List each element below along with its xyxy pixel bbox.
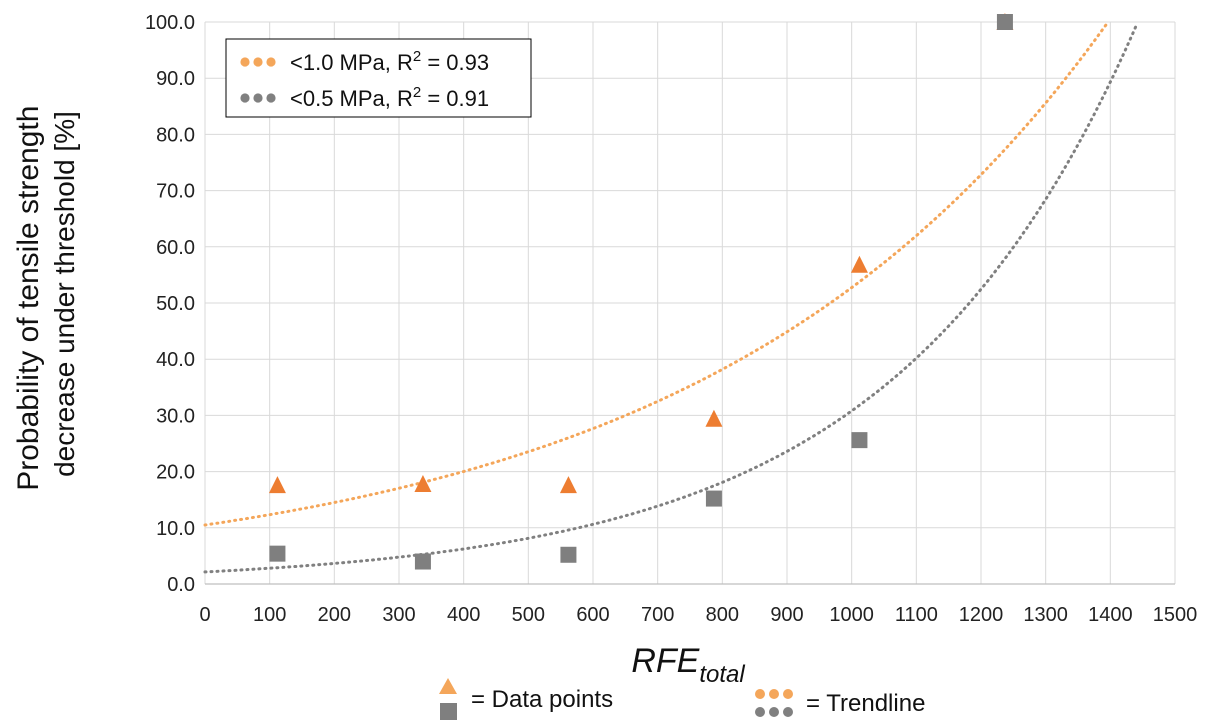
marker-notes: = Data points = Trendline — [439, 678, 925, 720]
data-point-square — [705, 490, 722, 507]
data-point-square — [996, 14, 1013, 30]
y-tick-label: 90.0 — [156, 68, 195, 90]
data-point-square — [414, 553, 431, 570]
x-tick-label: 900 — [770, 604, 803, 626]
note-dot-gray — [769, 707, 779, 717]
legend-superscript: 2 — [413, 84, 421, 101]
x-tick-label: 400 — [447, 604, 480, 626]
x-tick-label: 800 — [706, 604, 739, 626]
note-icons — [439, 678, 793, 720]
legend-label-text: <1.0 MPa, R — [290, 50, 413, 75]
y-tick-label: 100.0 — [145, 12, 195, 34]
note-dot-orange — [769, 689, 779, 699]
y-tick-label: 70.0 — [156, 181, 195, 203]
y-axis-ticks: 0.0 10.0 20.0 30.0 40.0 50.0 60.0 70.0 80.0 90.0 1… — [145, 12, 195, 596]
x-axis-title-main: RFE — [631, 642, 699, 680]
legend-r2: = 0.93 — [421, 50, 489, 75]
legend: <1.0 MPa, R2 = 0.93<0.5 MPa, R2 = 0.91 — [225, 38, 532, 118]
x-tick-label: 700 — [641, 604, 674, 626]
note-triangle-icon — [439, 678, 457, 694]
data-point-triangle — [559, 476, 577, 494]
legend-marker-dot — [253, 57, 263, 67]
y-tick-label: 80.0 — [156, 124, 195, 146]
legend-label-text: <0.5 MPa, R — [290, 86, 413, 111]
x-tick-label: 500 — [512, 604, 545, 626]
x-tick-label: 300 — [382, 604, 415, 626]
y-tick-label: 60.0 — [156, 237, 195, 259]
note-dot-gray — [755, 707, 765, 717]
note-dot-orange — [783, 689, 793, 699]
data-points — [268, 13, 1014, 570]
note-dot-gray — [783, 707, 793, 717]
data-point-triangle — [705, 409, 723, 427]
data-point-square — [560, 546, 577, 563]
legend-r2: = 0.91 — [421, 86, 489, 111]
y-tick-label: 50.0 — [156, 293, 195, 315]
data-point-triangle — [268, 476, 286, 494]
note-dot-orange — [755, 689, 765, 699]
y-tick-label: 20.0 — [156, 462, 195, 484]
y-axis-title-line-2: decrease under threshold [%] — [49, 111, 80, 477]
x-axis-title-subscript: total — [699, 661, 745, 688]
legend-marker-dot — [240, 93, 250, 103]
y-tick-label: 40.0 — [156, 349, 195, 371]
x-axis-ticks: 0 100 200 300 400 500 600 700 800 900 1000 1100 1200… — [199, 604, 1197, 626]
legend-marker-dot — [253, 93, 263, 103]
legend-marker-dot — [240, 57, 250, 67]
y-tick-label: 0.0 — [167, 574, 195, 596]
x-tick-label: 0 — [199, 604, 210, 626]
x-axis-title: RFEtotal — [631, 642, 745, 688]
x-tick-label: 1400 — [1088, 604, 1133, 626]
x-tick-label: 600 — [576, 604, 609, 626]
legend-superscript: 2 — [413, 48, 421, 65]
x-tick-label: 1200 — [959, 604, 1004, 626]
note-trendline: = Trendline — [806, 690, 925, 717]
data-point-square — [851, 432, 868, 449]
y-axis-title: Probability of tensile strength decrease… — [12, 97, 80, 491]
legend-label: <1.0 MPa, R2 = 0.93 — [290, 48, 489, 75]
note-data-points: = Data points — [471, 686, 613, 713]
data-point-triangle — [850, 255, 868, 273]
note-square-icon — [440, 703, 457, 720]
legend-box — [225, 38, 532, 118]
data-point-triangle — [414, 474, 432, 492]
legend-label: <0.5 MPa, R2 = 0.91 — [290, 84, 489, 111]
x-tick-label: 1500 — [1153, 604, 1198, 626]
trendline-orange — [203, 21, 1109, 527]
y-axis-title-line-1: Probability of tensile strength — [12, 106, 45, 491]
x-tick-label: 1300 — [1023, 604, 1068, 626]
trendlines — [203, 21, 1138, 574]
x-tick-label: 100 — [253, 604, 286, 626]
legend-marker-dot — [266, 57, 276, 67]
y-tick-label: 30.0 — [156, 405, 195, 427]
x-tick-label: 1000 — [829, 604, 874, 626]
y-tick-label: 10.0 — [156, 518, 195, 540]
data-point-square — [269, 545, 286, 562]
legend-marker-dot — [266, 93, 276, 103]
trendline-gray — [203, 24, 1138, 574]
x-tick-label: 200 — [318, 604, 351, 626]
x-tick-label: 1100 — [895, 604, 938, 626]
